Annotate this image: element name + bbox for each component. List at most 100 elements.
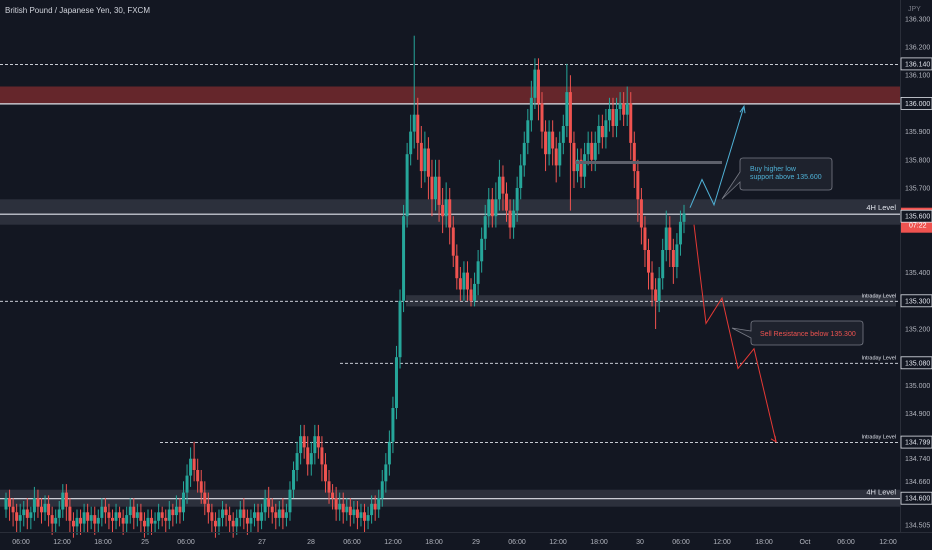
candle-body: [370, 503, 374, 516]
time-tick-label: 18:00: [590, 539, 608, 546]
candle-body: [405, 154, 409, 217]
candle-body: [267, 498, 271, 507]
candle-body: [125, 515, 129, 524]
candle-body: [221, 509, 225, 518]
candle-body: [444, 199, 448, 217]
time-axis[interactable]: 06:00 12:00 18:00 25 06:00 27 28 06:00 12:00 18:0…: [12, 539, 897, 546]
candle-body: [398, 300, 402, 358]
price-tick-label: 135.200: [905, 327, 930, 334]
price-tick-label: 136.200: [905, 45, 930, 52]
candle-body: [270, 506, 274, 513]
candle-body: [451, 227, 455, 256]
price-box-label: 134.600: [905, 496, 930, 503]
price-box: [900, 491, 932, 505]
candle-body: [476, 261, 480, 284]
candle-body: [316, 436, 320, 448]
candle-body: [512, 210, 516, 228]
candle-body: [455, 255, 459, 279]
candle-body: [345, 506, 349, 513]
candle-body: [373, 503, 377, 510]
candle-body: [565, 92, 569, 126]
time-tick-label: 12:00: [549, 539, 567, 546]
candle-body: [36, 498, 40, 507]
candle-body: [544, 131, 548, 155]
candle-body: [50, 515, 54, 524]
price-box: [900, 435, 932, 449]
candle-body: [153, 520, 157, 524]
candle-body: [341, 503, 345, 513]
candle-body: [554, 148, 558, 166]
time-tick-label: 18:00: [425, 539, 443, 546]
candle-body: [39, 506, 43, 513]
level-label: 4H Level: [866, 203, 896, 212]
candle-body: [494, 199, 498, 217]
candle-body: [164, 517, 168, 521]
bear-projection-path: [693, 224, 777, 442]
level-label: Intraday Level: [861, 435, 896, 441]
candle-body: [160, 512, 164, 518]
candle-body: [238, 509, 242, 518]
sell-callout-box: [731, 320, 864, 346]
candle-body: [75, 517, 79, 527]
candle-body: [387, 441, 391, 465]
candle-body: [434, 176, 438, 200]
candle-body: [536, 69, 540, 104]
price-axis[interactable]: 136.300 136.200 136.100 135.900 135.800 135.7…: [900, 16, 932, 530]
candle-body: [150, 517, 154, 524]
candle-body: [576, 159, 580, 172]
candle-body: [100, 506, 104, 518]
price-tick-label: 135.900: [905, 129, 930, 136]
candle-body: [249, 517, 253, 524]
candle-body: [68, 506, 72, 521]
bull-projection-arrow: [739, 104, 746, 114]
candle-body: [462, 272, 466, 290]
candle-body: [650, 272, 654, 290]
candle-body: [18, 515, 22, 521]
candle-body: [228, 515, 232, 521]
price-tick-label: 134.505: [905, 523, 930, 530]
sell-callout-text: Sell Resistance below 135.300: [760, 331, 856, 338]
time-tick-label: 12:00: [713, 539, 731, 546]
time-tick-label: 06:00: [177, 539, 195, 546]
candle-body: [110, 517, 114, 521]
candle-body: [157, 512, 161, 521]
candle-body: [668, 227, 672, 250]
time-tick-label: 18:00: [755, 539, 773, 546]
candle-body: [274, 512, 278, 518]
candle-body: [146, 517, 150, 527]
price-box-label: 135.300: [905, 298, 930, 305]
candle-body: [167, 509, 171, 521]
price-box-label: 135.600: [905, 214, 930, 221]
time-tick-label: 06:00: [672, 539, 690, 546]
candle-body: [526, 120, 530, 143]
candle-body: [366, 515, 370, 521]
candle-body: [409, 131, 413, 155]
candle-body: [437, 176, 441, 205]
candle-body: [402, 216, 406, 301]
candle-body: [625, 103, 629, 115]
candle-body: [572, 142, 576, 172]
candle-body: [419, 142, 423, 172]
time-tick-label: 25: [141, 539, 149, 546]
candle-body: [25, 509, 29, 518]
price-box: [900, 356, 932, 370]
candle-body: [263, 498, 267, 513]
candle-body: [423, 148, 427, 172]
candle-body: [618, 103, 622, 109]
candle-body: [128, 506, 132, 516]
price-tick-label: 135.000: [905, 383, 930, 390]
candle-body: [533, 69, 537, 98]
candle-body: [505, 193, 509, 211]
candle-body: [199, 481, 203, 493]
candle-body: [338, 503, 342, 510]
candle-body: [348, 506, 352, 516]
candle-body: [377, 498, 381, 510]
candle-body: [448, 199, 452, 228]
candle-body: [93, 515, 97, 524]
price-tick-label: 134.740: [905, 456, 930, 463]
candle-body: [86, 512, 90, 521]
candle-body: [352, 509, 356, 516]
buy-callout-text: support above 135.600: [750, 174, 822, 181]
candle-body: [114, 512, 118, 521]
